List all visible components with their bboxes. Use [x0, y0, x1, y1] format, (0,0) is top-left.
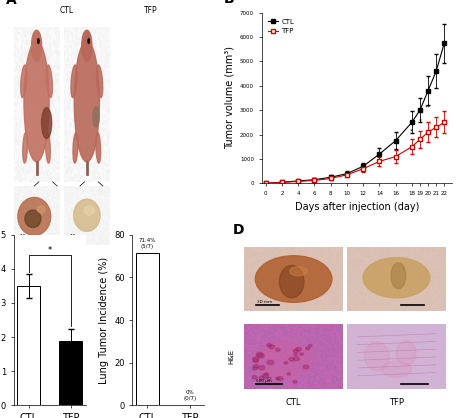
Ellipse shape [37, 206, 45, 213]
Text: CTL: CTL [60, 5, 74, 15]
Text: 71.4%
(5/7): 71.4% (5/7) [138, 238, 156, 249]
Circle shape [265, 373, 269, 375]
Text: *: * [48, 247, 52, 255]
Ellipse shape [32, 30, 42, 61]
Ellipse shape [46, 65, 53, 97]
Circle shape [284, 362, 288, 364]
Circle shape [267, 344, 271, 347]
Circle shape [303, 365, 309, 369]
Ellipse shape [93, 107, 99, 127]
Text: 10mm: 10mm [70, 234, 86, 239]
Text: TFP: TFP [144, 5, 158, 15]
Text: H&E: H&E [228, 349, 235, 364]
Legend: CTL, TFP: CTL, TFP [265, 16, 297, 37]
Circle shape [258, 366, 265, 370]
Circle shape [253, 367, 257, 370]
Ellipse shape [84, 206, 94, 215]
Circle shape [267, 360, 274, 364]
Circle shape [252, 357, 259, 361]
Ellipse shape [23, 133, 27, 163]
Circle shape [257, 354, 264, 358]
Circle shape [269, 345, 275, 349]
Circle shape [253, 359, 259, 363]
Circle shape [277, 377, 283, 380]
Circle shape [306, 347, 310, 350]
Circle shape [296, 347, 301, 351]
Text: TFP: TFP [389, 398, 404, 407]
Ellipse shape [18, 197, 51, 235]
Circle shape [289, 357, 294, 361]
Circle shape [256, 352, 263, 357]
Ellipse shape [74, 41, 100, 162]
Text: *: * [419, 118, 421, 123]
Ellipse shape [42, 107, 52, 138]
Text: A: A [6, 0, 17, 8]
Circle shape [293, 357, 299, 361]
Bar [17, 286, 40, 405]
Circle shape [259, 376, 265, 380]
Circle shape [293, 349, 298, 352]
Ellipse shape [74, 199, 100, 232]
Ellipse shape [46, 133, 50, 163]
Ellipse shape [382, 361, 411, 377]
Ellipse shape [396, 341, 416, 365]
Circle shape [300, 353, 303, 355]
Text: 0%
(0/7): 0% (0/7) [183, 390, 196, 401]
Bar [59, 341, 82, 405]
Ellipse shape [71, 65, 77, 97]
Circle shape [308, 344, 312, 347]
Circle shape [293, 380, 297, 383]
Text: 10mm: 10mm [20, 234, 36, 239]
Ellipse shape [365, 342, 389, 371]
Text: B: B [223, 0, 234, 6]
Text: 500 μm: 500 μm [256, 379, 272, 382]
Bar [136, 253, 159, 405]
Circle shape [253, 364, 259, 368]
Circle shape [267, 377, 271, 380]
Circle shape [262, 374, 268, 378]
Ellipse shape [82, 30, 92, 61]
Circle shape [294, 353, 298, 355]
Circle shape [38, 39, 39, 43]
Ellipse shape [391, 263, 406, 289]
Ellipse shape [279, 265, 304, 298]
Text: *: * [410, 128, 414, 133]
Circle shape [287, 373, 291, 375]
Ellipse shape [255, 256, 332, 302]
Ellipse shape [21, 65, 27, 97]
Y-axis label: Lung Tumor Incidence (%): Lung Tumor Incidence (%) [99, 257, 109, 384]
X-axis label: Days after injection (day): Days after injection (day) [295, 201, 419, 212]
Ellipse shape [25, 210, 41, 227]
Y-axis label: Tumor volume (mm³): Tumor volume (mm³) [224, 46, 234, 150]
Text: CTL: CTL [286, 398, 301, 407]
Ellipse shape [363, 257, 430, 298]
Ellipse shape [96, 65, 103, 97]
Circle shape [276, 348, 280, 351]
Ellipse shape [73, 133, 78, 163]
Text: **: ** [425, 105, 431, 110]
Circle shape [252, 376, 257, 379]
Circle shape [276, 377, 280, 380]
Text: 3D mm: 3D mm [257, 300, 272, 304]
Ellipse shape [24, 41, 49, 162]
Ellipse shape [257, 342, 311, 377]
Text: D: D [233, 223, 244, 237]
Ellipse shape [290, 267, 308, 276]
Circle shape [88, 39, 90, 43]
Ellipse shape [96, 133, 101, 163]
